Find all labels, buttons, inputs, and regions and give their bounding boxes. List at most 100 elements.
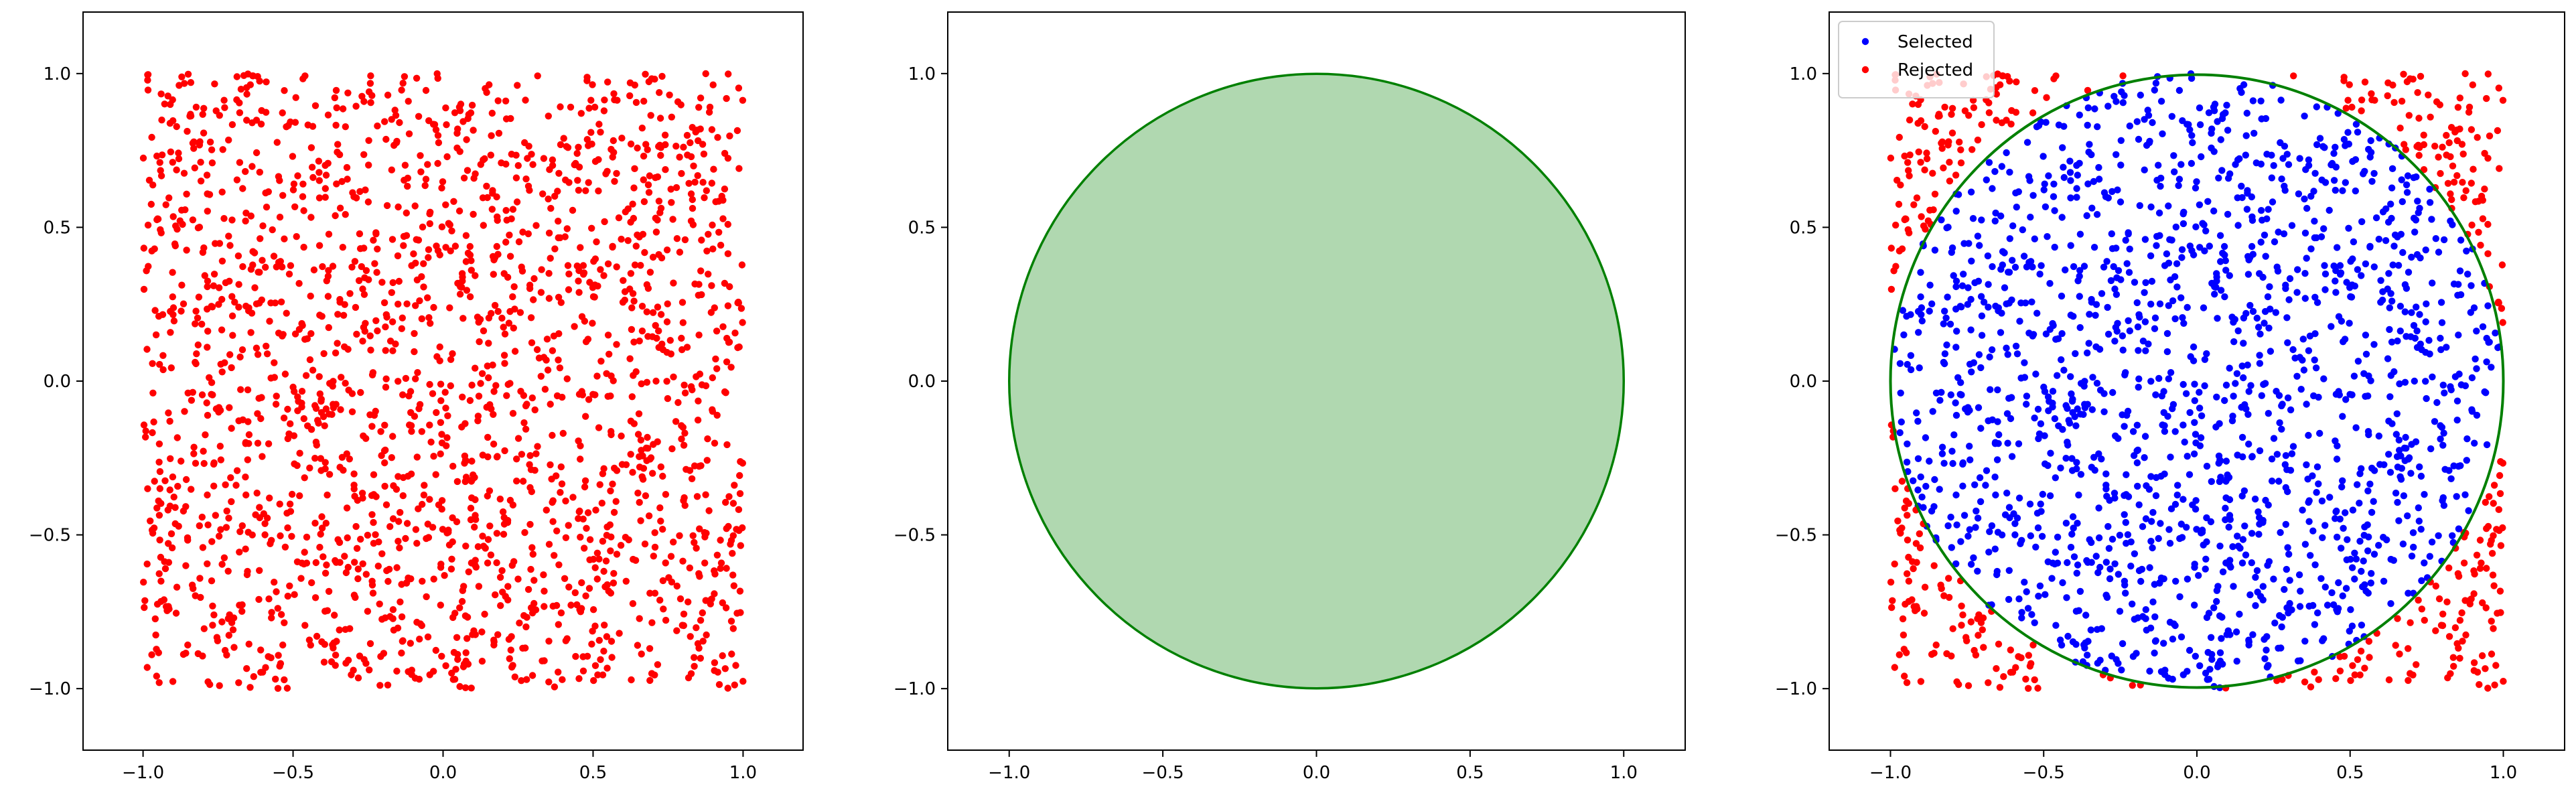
scatter-point [648,670,656,677]
selected-point [2126,245,2133,253]
selected-point [2258,392,2265,399]
rejected-point [1906,151,1914,159]
rejected-point [2043,94,2050,101]
selected-point [2222,457,2230,465]
scatter-point [169,159,176,166]
selected-point [2423,394,2430,403]
scatter-point [257,415,265,423]
scatter-point [201,272,208,279]
scatter-point [583,652,591,660]
selected-point [2212,283,2220,291]
scatter-point [500,530,508,538]
rejected-point [2347,676,2354,685]
selected-point [1964,532,1972,540]
scatter-point [336,626,343,634]
scatter-point [391,106,399,114]
scatter-point [626,92,634,100]
rejected-point [2403,78,2411,86]
selected-point [2173,491,2181,499]
selected-point [2173,283,2181,291]
selected-point [2301,229,2309,237]
rejected-point [1978,121,1985,129]
selected-point [1907,352,1915,359]
rejected-point [2273,677,2281,685]
rejected-point [1948,111,1955,118]
scatter-point [425,314,433,321]
selected-point [1973,507,1980,515]
scatter-point [541,657,548,664]
x-tick-label: 0.5 [579,763,607,783]
scatter-point [728,650,735,658]
scatter-point [275,652,282,659]
scatter-point [334,340,341,347]
selected-point [2342,396,2350,403]
selected-point [2068,530,2076,538]
selected-point [2234,222,2242,229]
scatter-point [497,602,504,609]
selected-point [2074,561,2082,569]
scatter-point [480,327,488,335]
selected-point [2163,330,2171,338]
selected-point [1985,549,1993,556]
scatter-point [352,593,359,601]
scatter-point [368,581,376,589]
scatter-point [492,591,499,599]
selected-point [2245,636,2252,644]
selected-point [2084,651,2091,659]
scatter-point [171,504,179,511]
scatter-point [267,540,274,547]
scatter-point [143,664,151,671]
scatter-point [352,303,360,311]
scatter-point [370,411,378,419]
rejected-point [1887,579,1895,586]
scatter-point [672,143,680,150]
selected-point [2015,595,2023,603]
scatter-point [514,82,521,89]
scatter-point [676,595,685,603]
x-tick-label: 1.0 [2490,763,2517,783]
selected-point [2067,373,2074,380]
rejected-point [2488,550,2496,557]
scatter-point [348,408,356,415]
scatter-point [699,609,707,617]
scatter-point [277,532,284,540]
rejected-point [1895,133,1903,141]
y-tick-label: −0.5 [893,526,936,546]
scatter-point [196,224,204,231]
scatter-point [557,489,564,496]
scatter-point [341,343,348,350]
selected-point [2076,111,2083,119]
selected-point [2001,249,2008,257]
scatter-point [436,343,443,351]
rejected-point [2427,113,2434,121]
scatter-point [564,262,572,269]
scatter-point [225,632,232,639]
scatter-point [258,394,265,401]
rejected-point [1904,512,1911,519]
selected-point [1989,263,1996,271]
selected-point [2177,294,2185,301]
scatter-point [485,314,493,321]
rejected-point [2418,605,2425,613]
rejected-point [2415,596,2422,604]
x-tick-label: 1.0 [729,763,757,783]
scatter-point [165,409,172,417]
rejected-point [2473,551,2481,559]
scatter-point [442,405,449,412]
selected-point [2328,323,2335,330]
selected-point [2255,530,2263,538]
scatter-point [710,165,717,173]
scatter-point [555,668,562,676]
selected-point [1904,440,1911,447]
scatter-point [693,373,700,380]
selected-point [1938,443,1946,451]
scatter-point [193,350,200,358]
selected-point [2483,441,2491,449]
scatter-point [421,482,428,489]
selected-point [2366,480,2374,488]
scatter-point [319,263,326,271]
selected-point [2125,493,2133,500]
scatter-point [396,544,403,552]
selected-point [2252,573,2259,581]
selected-point [2175,182,2182,190]
